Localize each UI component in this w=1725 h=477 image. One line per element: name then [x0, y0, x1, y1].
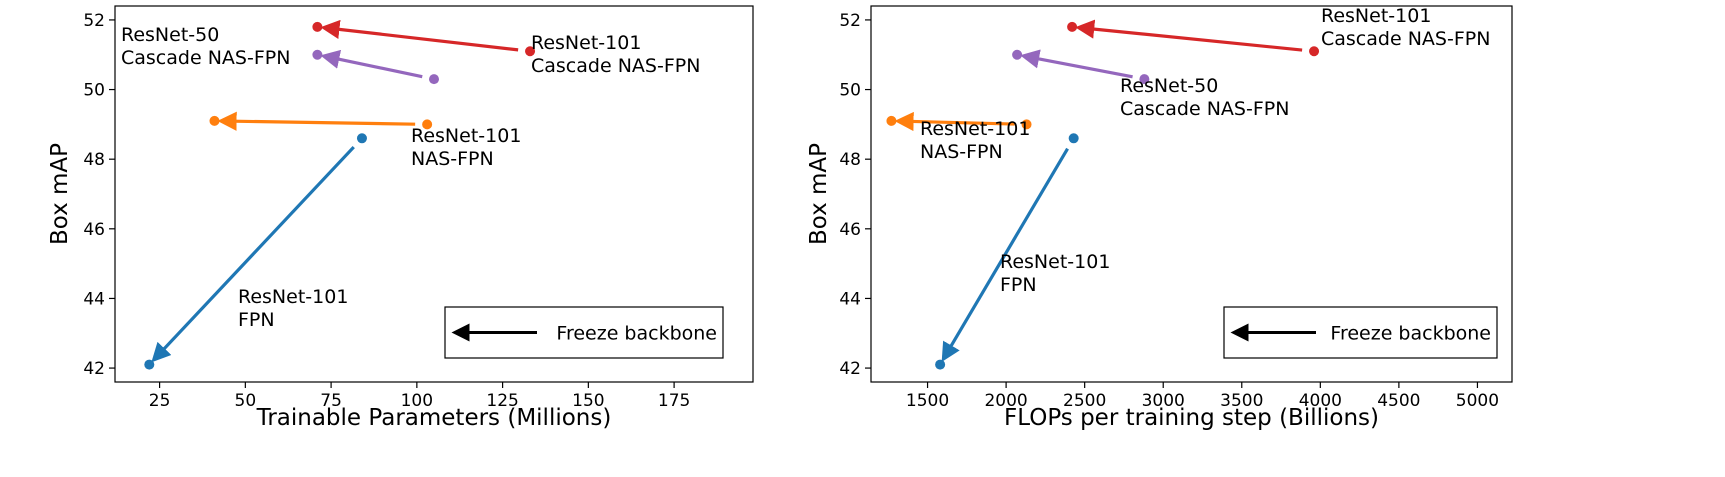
plot-frame	[114, 5, 754, 383]
x-tick-label: 75	[320, 391, 342, 411]
series-label: NAS-FPN	[411, 148, 494, 170]
y-tick-label: 42	[839, 359, 861, 379]
x-tick-label: 25	[149, 391, 171, 411]
series-label: ResNet-101	[411, 125, 521, 147]
data-point-end	[1067, 21, 1078, 32]
x-tick-label: 1500	[906, 391, 949, 411]
data-point-end	[1012, 49, 1023, 60]
data-point-start	[1021, 119, 1032, 130]
series-arrow	[1075, 19, 1303, 52]
chart-left: 42 44 46 48 50 52 25 50 75 100 125 150 175 Trainable …	[47, 5, 754, 431]
data-point-end	[886, 115, 897, 126]
series-label: ResNet-50	[121, 24, 219, 46]
x-tick-label: 100	[401, 391, 433, 411]
data-point-start	[429, 74, 439, 85]
x-tick-label: 175	[658, 391, 690, 411]
series-label: Cascade NAS-FPN	[121, 47, 290, 69]
series-arrow	[1020, 49, 1133, 79]
y-tick-label: 44	[83, 289, 105, 309]
series-arrow	[320, 19, 519, 52]
series-arrow	[320, 49, 423, 79]
data-point-end	[209, 115, 220, 126]
legend-label: Freeze backbone	[556, 323, 717, 345]
series-label: ResNet-101	[1321, 5, 1431, 27]
plot-frame	[870, 5, 1513, 383]
x-axis-label: Trainable Parameters (Millions)	[256, 405, 612, 431]
data-point-start	[356, 133, 367, 144]
y-axis-label: Box mAP	[47, 143, 73, 245]
series-arrow	[151, 145, 355, 363]
x-tick-label: 3500	[1220, 391, 1263, 411]
data-point-start	[1309, 46, 1320, 57]
x-tick-label: 2000	[984, 391, 1027, 411]
data-point-start	[1139, 74, 1150, 85]
series-label: Cascade NAS-FPN	[531, 55, 700, 77]
series-label: FPN	[1000, 274, 1037, 296]
series-label: FPN	[238, 309, 275, 331]
data-point-end	[144, 359, 155, 370]
y-tick-label: 50	[83, 81, 105, 101]
y-tick-label: 46	[83, 220, 105, 240]
series-label: ResNet-101	[920, 118, 1030, 140]
series-label: Cascade NAS-FPN	[1321, 28, 1490, 50]
y-tick-label: 42	[83, 359, 105, 379]
legend-label: Freeze backbone	[1330, 323, 1491, 345]
data-point-end	[312, 21, 323, 32]
series-arrow	[941, 147, 1069, 363]
x-tick-label: 150	[572, 391, 604, 411]
y-tick-label: 48	[839, 150, 861, 170]
data-point-start	[422, 119, 433, 130]
data-point-start	[1068, 133, 1079, 144]
x-tick-label: 3000	[1142, 391, 1185, 411]
y-tick-label: 52	[83, 11, 105, 31]
series-label: NAS-FPN	[920, 141, 1003, 163]
x-tick-label: 2500	[1063, 391, 1106, 411]
series-label: ResNet-101	[1000, 251, 1110, 273]
y-tick-label: 44	[839, 289, 861, 309]
x-tick-label: 5000	[1456, 391, 1499, 411]
x-tick-label: 4500	[1377, 391, 1420, 411]
y-tick-label: 46	[839, 220, 861, 240]
chart-right: 42 44 46 48 50 52 1500 2000 2500 3000 3500 4000 4500…	[806, 5, 1513, 431]
series-label: ResNet-50	[1120, 75, 1218, 97]
series-label: Cascade NAS-FPN	[1120, 98, 1289, 120]
y-tick-label: 50	[839, 81, 861, 101]
data-point-start	[525, 46, 536, 57]
series-label: ResNet-101	[531, 32, 641, 54]
x-tick-label: 4000	[1299, 391, 1342, 411]
x-tick-label: 50	[235, 391, 257, 411]
data-point-end	[312, 49, 323, 60]
y-tick-label: 52	[839, 11, 861, 31]
data-point-end	[935, 359, 946, 370]
series-arrow	[217, 111, 416, 131]
y-tick-label: 48	[83, 150, 105, 170]
x-axis-label: FLOPs per training step (Billions)	[1004, 405, 1379, 431]
series-label: ResNet-101	[238, 286, 348, 308]
y-axis-label: Box mAP	[806, 143, 832, 245]
x-tick-label: 125	[486, 391, 518, 411]
series-arrow	[894, 111, 1015, 132]
